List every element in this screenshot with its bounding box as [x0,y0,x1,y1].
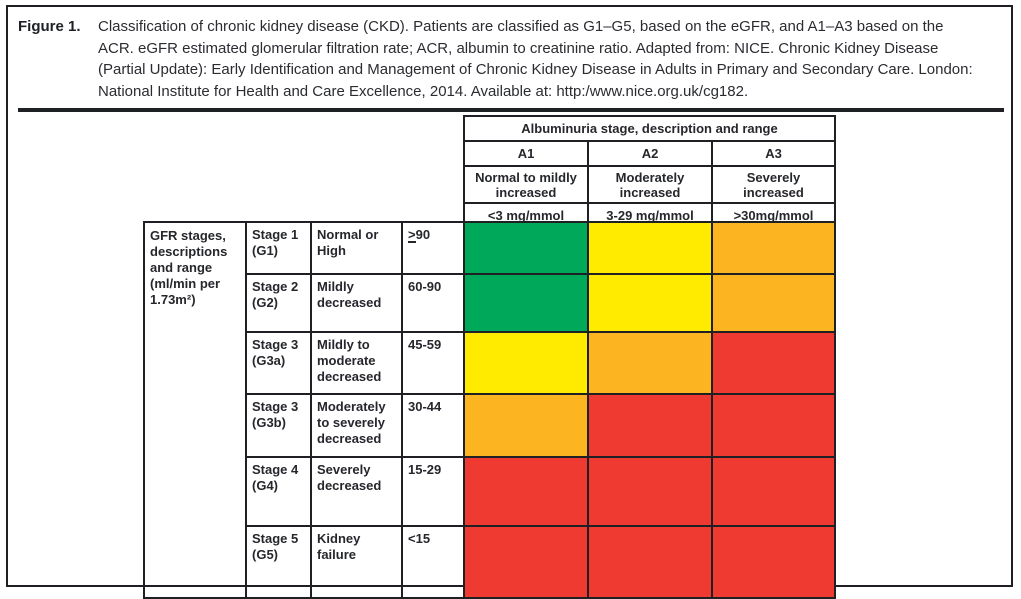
risk-cell [711,221,836,275]
stage-description: Moderately to severely decreased [310,393,403,458]
stage-code: (G5) [252,547,278,562]
stage-description: Mildly to moderate decreased [310,331,403,395]
albuminuria-code-a3: A3 [711,140,836,167]
stage-cell: Stage 3 (G3a) [245,331,312,395]
gfr-range: 45-59 [401,331,465,395]
stage-description: Kidney failure [310,525,403,599]
risk-cell [463,273,589,333]
caption-divider-rule [18,108,1004,112]
albuminuria-header-table: Albuminuria stage, description and range… [463,115,836,229]
risk-cell [587,221,713,275]
table-row: Stage 5 (G5) Kidney failure <15 [144,525,836,599]
albuminuria-desc-a1: Normal to mildly increased [463,165,589,204]
gfr-range: 60-90 [401,273,465,333]
albuminuria-desc-a2: Moderately increased [587,165,713,204]
stage-cell: Stage 5 (G5) [245,525,312,599]
risk-cell [587,273,713,333]
table-row: GFR stages, descriptions and range (ml/m… [143,221,836,599]
stage-cell: Stage 1 (G1) [245,221,312,275]
figure-frame: Figure 1. Classification of chronic kidn… [6,5,1013,599]
gfr-range: 15-29 [401,456,465,527]
stage-description: Mildly decreased [310,273,403,333]
risk-cell [587,525,713,599]
stage-description: Severely decreased [310,456,403,527]
table-row: Stage 3 (G3b) Moderately to severely dec… [144,393,836,458]
gfr-range: <15 [401,525,465,599]
albuminuria-code-a2: A2 [587,140,713,167]
gfr-classification-table: GFR stages, descriptions and range (ml/m… [143,221,836,599]
stage-name: Stage 3 [252,337,299,352]
table-row: Stage 3 (G3a) Mildly to moderate decreas… [144,331,836,395]
risk-cell [587,331,713,395]
risk-cell [463,221,589,275]
albuminuria-desc-a3: Severely increased [711,165,836,204]
risk-cell [463,525,589,599]
risk-cell [711,331,836,395]
figure-caption-text: Classification of chronic kidney disease… [98,18,973,100]
stage-cell: Stage 3 (G3b) [245,393,312,458]
figure-label: Figure 1. [18,18,81,35]
risk-cell [711,525,836,599]
stage-cell: Stage 2 (G2) [245,273,312,333]
risk-cell [463,331,589,395]
gfr-axis-header: GFR stages, descriptions and range (ml/m… [143,221,247,599]
albuminuria-code-a1: A1 [463,140,589,167]
stage-name: Stage 5 [252,531,299,546]
stage-name: Stage 1 [252,227,299,242]
risk-cell [711,273,836,333]
gfr-range: >90 [401,221,465,275]
stage-code: (G1) [252,243,278,258]
risk-cell [587,393,713,458]
risk-cell [463,456,589,527]
stage-name: Stage 2 [252,279,299,294]
risk-cell [587,456,713,527]
stage-cell: Stage 4 (G4) [245,456,312,527]
stage-name: Stage 3 [252,399,299,414]
stage-code: (G2) [252,295,278,310]
stage-name: Stage 4 [252,462,299,477]
albuminuria-title: Albuminuria stage, description and range [463,115,836,142]
risk-cell [463,393,589,458]
stage-code: (G3b) [252,415,286,430]
risk-cell [711,393,836,458]
stage-code: (G4) [252,478,278,493]
risk-cell [711,456,836,527]
table-row: Stage 4 (G4) Severely decreased 15-29 [144,456,836,527]
table-row: Stage 2 (G2) Mildly decreased 60-90 [144,273,836,333]
stage-description: Normal or High [310,221,403,275]
gfr-range: 30-44 [401,393,465,458]
figure-caption: Figure 1. Classification of chronic kidn… [18,16,1003,102]
stage-code: (G3a) [252,353,286,368]
